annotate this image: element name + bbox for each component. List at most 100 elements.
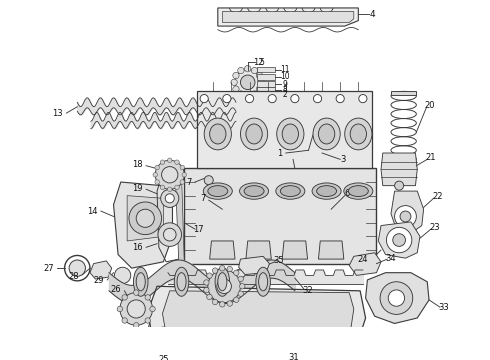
Polygon shape [127,195,163,241]
Polygon shape [184,168,376,264]
Text: 25: 25 [158,355,169,360]
Text: 12: 12 [253,58,264,67]
Circle shape [256,72,263,79]
Polygon shape [378,222,420,258]
Ellipse shape [215,267,230,296]
Circle shape [165,194,174,203]
Polygon shape [282,241,308,259]
Polygon shape [318,241,344,259]
Circle shape [387,228,412,253]
Circle shape [153,172,157,177]
Circle shape [69,260,85,276]
Circle shape [168,187,172,192]
Polygon shape [175,173,184,264]
Circle shape [180,165,185,170]
Ellipse shape [246,124,262,144]
Circle shape [120,293,152,325]
Circle shape [359,95,367,103]
Text: 6: 6 [345,189,350,198]
Polygon shape [257,74,275,80]
Text: 20: 20 [425,102,435,111]
Ellipse shape [133,267,148,296]
Text: 26: 26 [110,284,121,293]
Circle shape [233,72,239,79]
Circle shape [220,302,225,307]
Circle shape [217,279,231,293]
Circle shape [182,172,187,177]
Circle shape [155,160,184,189]
Circle shape [291,95,299,103]
Polygon shape [391,91,416,95]
Circle shape [180,180,185,184]
Text: 10: 10 [280,72,290,81]
Ellipse shape [259,273,268,291]
Text: 9: 9 [282,80,287,89]
Circle shape [156,327,171,342]
Circle shape [238,91,244,97]
Polygon shape [239,256,270,275]
Text: 3: 3 [340,155,345,164]
Text: 1: 1 [277,149,282,158]
Circle shape [251,91,258,97]
Ellipse shape [204,118,231,150]
Text: 7: 7 [200,194,206,203]
Ellipse shape [282,124,298,144]
Polygon shape [366,273,429,323]
Circle shape [393,234,406,246]
Ellipse shape [317,186,337,197]
Circle shape [200,95,208,103]
Circle shape [233,86,239,92]
Circle shape [175,160,179,165]
Text: 30: 30 [239,262,249,271]
Ellipse shape [208,186,228,197]
Circle shape [258,79,265,85]
Circle shape [145,295,150,300]
Ellipse shape [136,273,145,291]
Circle shape [133,323,139,328]
Text: 19: 19 [132,184,143,193]
Ellipse shape [350,124,367,144]
Circle shape [256,86,263,92]
Circle shape [127,300,145,318]
Circle shape [150,306,155,312]
Circle shape [160,185,165,190]
Text: 32: 32 [302,286,313,295]
Circle shape [204,287,209,293]
Circle shape [380,282,413,314]
Ellipse shape [312,183,341,199]
Text: 8: 8 [283,85,287,94]
Ellipse shape [348,186,368,197]
Text: 4: 4 [370,10,376,19]
Circle shape [245,95,254,103]
Circle shape [400,211,411,222]
Polygon shape [222,12,354,22]
Circle shape [160,160,165,165]
Circle shape [314,95,321,103]
Polygon shape [391,191,424,232]
Circle shape [155,180,159,184]
Text: 5: 5 [260,58,265,67]
Text: 24: 24 [358,255,368,264]
Text: 18: 18 [132,160,143,169]
Circle shape [245,93,251,99]
Polygon shape [145,323,181,348]
Circle shape [268,95,276,103]
Ellipse shape [218,273,227,291]
Ellipse shape [177,273,186,291]
Polygon shape [349,253,381,275]
Ellipse shape [174,267,189,296]
Circle shape [239,341,251,354]
Circle shape [122,295,127,300]
Circle shape [251,67,258,74]
Circle shape [220,266,225,271]
Text: 17: 17 [194,225,204,234]
Polygon shape [197,91,372,168]
Circle shape [122,318,127,323]
Ellipse shape [240,183,269,199]
Circle shape [204,176,213,185]
Circle shape [223,95,231,103]
Polygon shape [148,286,366,352]
Circle shape [212,268,218,273]
Text: 13: 13 [52,109,63,118]
Ellipse shape [256,267,270,296]
